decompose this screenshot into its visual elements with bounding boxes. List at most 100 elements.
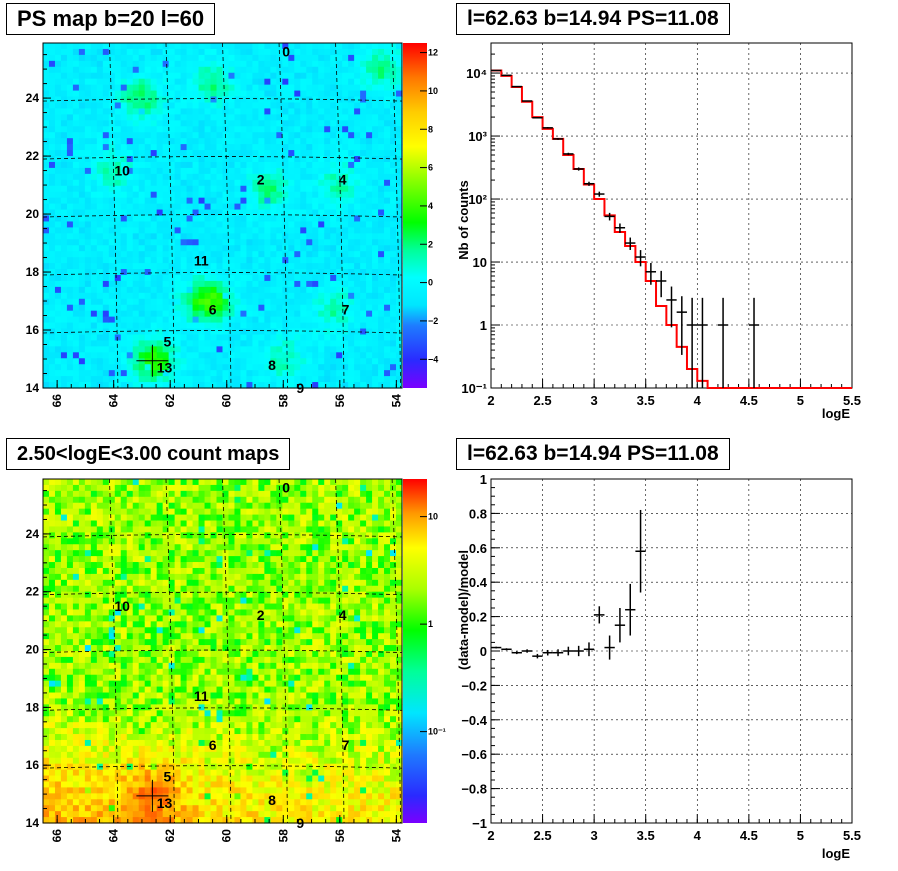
tl-heat-cell	[180, 358, 188, 365]
tl-heat-cell	[228, 138, 236, 145]
tl-heat-cell	[396, 227, 403, 234]
bl-heat-cell	[132, 674, 140, 682]
tl-heat-cell	[246, 197, 254, 205]
tl-heat-cell	[90, 167, 98, 175]
tl-heat-cell	[168, 191, 176, 199]
tl-heat-cell	[216, 376, 224, 383]
tl-heat-cell	[144, 96, 152, 104]
tl-heat-cell	[384, 120, 391, 127]
tl-heat-cell	[354, 144, 361, 151]
tl-heat-cell	[258, 197, 265, 205]
tl-heat-cell	[246, 209, 254, 217]
bl-heat-cell	[132, 544, 140, 551]
bl-heat-cell	[138, 484, 146, 492]
tl-heat-cell	[108, 60, 116, 68]
tl-heat-cell	[258, 78, 265, 86]
bl-heat-cell	[108, 490, 116, 498]
bl-heat-cell	[156, 526, 164, 533]
tl-heat-cell	[48, 346, 56, 353]
tl-heat-cell	[84, 280, 92, 288]
tl-heat-cell	[330, 221, 337, 228]
tl-heat-cell	[60, 150, 68, 157]
bl-heat-cell	[162, 609, 170, 617]
bl-heat-cell	[138, 763, 146, 771]
tl-heat-cell	[168, 310, 176, 318]
tl-heat-cell	[240, 227, 248, 234]
tl-heat-cell	[396, 114, 403, 121]
tl-heat-cell	[60, 90, 68, 98]
tl-heat-cell	[222, 263, 230, 270]
tl-heat-cell	[198, 352, 206, 359]
tl-heat-cell	[192, 203, 200, 211]
bl-heat-cell	[168, 526, 176, 533]
tl-heat-cell	[306, 96, 313, 104]
tl-heat-cell	[360, 161, 367, 169]
tl-heat-cell	[378, 179, 385, 187]
bl-heat-cell	[78, 805, 86, 812]
tl-heat-cell	[390, 370, 397, 377]
tl-heat-cell	[96, 48, 104, 56]
tl-heat-cell	[54, 310, 62, 318]
bl-heat-cell	[43, 787, 50, 794]
tl-heat-cell	[162, 322, 170, 330]
tl-heat-cell	[234, 257, 242, 264]
bl-heat-cell	[78, 686, 86, 694]
bl-heat-cell	[120, 484, 128, 492]
bl-heat-cell	[168, 775, 176, 783]
tl-heat-cell	[282, 179, 289, 187]
tl-heat-cell	[84, 274, 92, 282]
tl-heat-cell	[138, 221, 146, 228]
tl-heat-cell	[318, 364, 325, 371]
tl-heat-cell	[198, 298, 206, 306]
tl-heat-cell	[48, 227, 56, 234]
bl-heat-cell	[60, 567, 68, 575]
tl-heat-cell	[366, 150, 373, 157]
bl-heat-cell	[162, 556, 170, 563]
tl-heat-cell	[282, 144, 289, 151]
bl-heat-cell	[72, 639, 80, 646]
bl-heat-cell	[156, 757, 164, 765]
tl-heat-cell	[264, 197, 271, 205]
bl-heat-cell	[78, 781, 86, 789]
tl-heat-cell	[192, 191, 200, 199]
tl-heat-cell	[210, 203, 218, 211]
tl-heat-cell	[210, 78, 218, 86]
tl-heat-cell	[378, 197, 385, 205]
tl-source-label: 4	[339, 171, 347, 187]
tl-heat-cell	[156, 328, 164, 336]
tl-heat-cell	[294, 144, 301, 151]
tl-heat-cell	[294, 209, 301, 217]
tl-heat-cell	[246, 364, 254, 371]
tl-heat-cell	[216, 197, 224, 205]
bl-heat-cell	[66, 550, 74, 557]
tl-heat-cell	[60, 96, 68, 104]
bl-heat-cell	[90, 692, 98, 700]
tl-heat-cell	[156, 310, 164, 318]
tl-heat-cell	[174, 48, 182, 56]
tl-heat-cell	[78, 358, 86, 365]
bl-heat-cell	[120, 573, 128, 581]
tl-heat-cell	[282, 66, 289, 74]
tl-heat-cell	[378, 209, 385, 217]
tl-heat-cell	[78, 167, 86, 175]
bl-heat-cell	[120, 591, 128, 599]
tl-heat-cell	[378, 132, 385, 139]
tl-heat-cell	[198, 114, 206, 121]
tl-heat-cell	[114, 263, 122, 270]
tl-heat-cell	[198, 126, 206, 133]
tl-heat-cell	[150, 227, 158, 234]
tl-heat-cell	[216, 167, 224, 175]
tl-heat-cell	[276, 239, 283, 246]
tl-heat-cell	[84, 364, 92, 371]
tl-heat-cell	[318, 161, 325, 169]
tl-heat-cell	[162, 167, 170, 175]
tl-heat-cell	[186, 138, 194, 145]
bl-heat-cell	[108, 716, 116, 723]
bl-heat-cell	[108, 532, 116, 539]
tl-heat-cell	[168, 185, 176, 193]
tl-heat-cell	[228, 114, 236, 121]
tl-heat-cell	[258, 156, 265, 163]
tl-heat-cell	[342, 292, 349, 300]
tl-heat-cell	[186, 251, 194, 258]
tl-heat-cell	[150, 322, 158, 330]
